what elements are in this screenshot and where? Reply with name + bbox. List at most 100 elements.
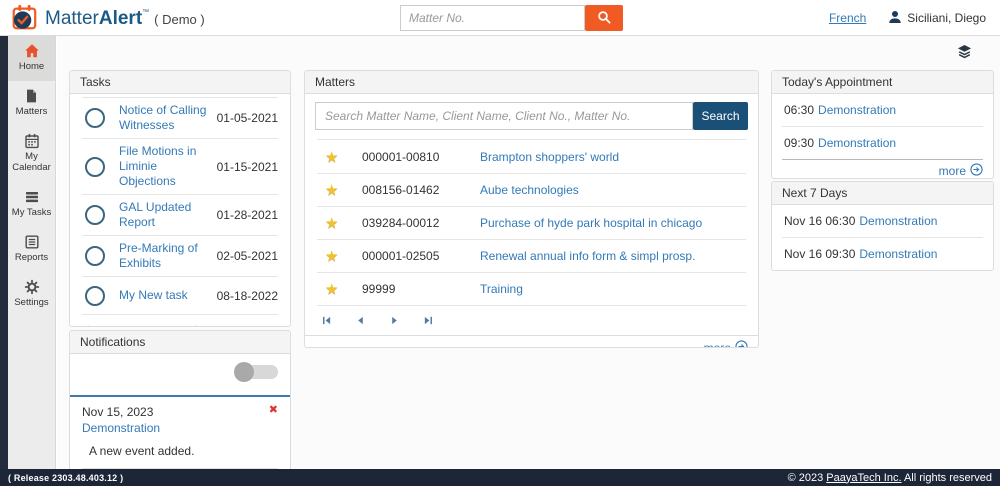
event-datetime: Nov 16 09:30 — [784, 247, 856, 261]
matteralert-logo-icon — [10, 3, 38, 35]
task-complete-checkbox[interactable] — [85, 108, 105, 128]
matters-search-input[interactable] — [315, 102, 693, 130]
matters-search-button[interactable]: Search — [693, 102, 748, 130]
task-row: Pre-Marking of Exhibits 02-05-2021 — [82, 235, 278, 276]
favorite-star-icon[interactable]: ★ — [325, 148, 339, 166]
notification-date: Nov 15, 2023 — [82, 405, 154, 419]
matter-row: ★ 008156-01462 Aube technologies — [317, 173, 746, 206]
next-page-icon[interactable] — [389, 315, 400, 326]
matter-number: 039284-00012 — [362, 216, 440, 230]
favorite-star-icon[interactable]: ★ — [325, 215, 339, 232]
todays-appointment-panel: Today's Appointment 06:30 Demonstration 0… — [771, 70, 994, 179]
sidebar-item-settings[interactable]: Settings — [8, 272, 55, 317]
sidebar-item-matters[interactable]: Matters — [8, 81, 55, 126]
first-page-icon[interactable] — [321, 315, 332, 326]
header-right-group: French Siciliani, Diego — [829, 0, 986, 36]
task-row: GAL Updated Report 01-28-2021 — [82, 194, 278, 235]
matter-number: 99999 — [362, 282, 396, 296]
task-link[interactable]: Pre-Marking of Exhibits — [119, 241, 198, 270]
sidebar-nav: Home Matters My Calendar — [8, 36, 56, 469]
sidebar-item-reports[interactable]: Reports — [8, 227, 55, 272]
footer-bar: ( Release 2303.48.403.12 ) © 2023 PaayaT… — [0, 469, 1000, 486]
appointment-link[interactable]: Demonstration — [818, 103, 897, 117]
favorite-star-icon[interactable]: ★ — [325, 182, 339, 199]
appointments-more-link[interactable]: more — [939, 163, 983, 178]
task-complete-checkbox[interactable] — [85, 285, 105, 306]
sidebar-item-my-tasks[interactable]: My Tasks — [8, 182, 55, 227]
matters-list: ★ 000001-00810 Brampton shoppers' world … — [317, 139, 746, 335]
brand-name: MatterAlert™ — [45, 8, 150, 29]
notifications-toggle-row — [70, 354, 290, 397]
favorite-star-icon[interactable]: ★ — [325, 281, 339, 298]
matters-search-group: Search — [305, 94, 758, 136]
appointment-row: 06:30 Demonstration — [782, 94, 983, 126]
matter-link[interactable]: Training — [480, 282, 523, 296]
event-link[interactable]: Demonstration — [859, 247, 938, 261]
search-icon — [597, 10, 611, 27]
matters-pagination — [317, 305, 746, 335]
event-link[interactable]: Demonstration — [859, 214, 938, 228]
matter-search-button[interactable] — [585, 5, 623, 31]
matters-more-row: more — [305, 335, 758, 347]
report-icon — [10, 234, 53, 251]
matters-more-link[interactable]: more — [704, 340, 748, 347]
task-due-date: 01-28-2021 — [216, 208, 278, 222]
matter-link[interactable]: Purchase of hyde park hospital in chicag… — [480, 216, 703, 230]
matter-no-input[interactable] — [400, 5, 585, 31]
circle-arrow-icon — [970, 163, 983, 178]
last-page-icon[interactable] — [188, 324, 199, 326]
appointment-row: 09:30 Demonstration — [782, 126, 983, 159]
notifications-toggle-switch[interactable] — [234, 362, 278, 382]
language-toggle-link[interactable]: French — [828, 11, 867, 25]
notification-link[interactable]: Demonstration — [82, 421, 161, 435]
task-complete-checkbox[interactable] — [85, 156, 105, 177]
user-icon — [888, 10, 902, 27]
sidebar-item-label: Home — [18, 61, 45, 72]
last-page-icon[interactable] — [423, 315, 434, 326]
sidebar-item-label: My Calendar — [12, 150, 51, 173]
toggle-knob — [234, 362, 254, 382]
favorite-star-icon[interactable]: ★ — [325, 248, 339, 265]
user-menu[interactable]: Siciliani, Diego — [888, 10, 986, 27]
appointments-panel-title: Today's Appointment — [772, 71, 993, 94]
sidebar-item-home[interactable]: Home — [8, 36, 55, 81]
matter-link[interactable]: Renewal annual info form & simpl prosp. — [480, 249, 696, 263]
company-link[interactable]: PaayaTech Inc. — [826, 471, 902, 484]
main-content: Tasks Notice of Calling Witnesses 01-05-… — [57, 36, 1000, 469]
sidebar-item-label: Reports — [14, 251, 49, 263]
task-due-date: 08-18-2022 — [216, 288, 278, 303]
task-link[interactable]: GAL Updated Report — [119, 200, 192, 229]
app-logo[interactable]: MatterAlert™ ( Demo ) — [10, 3, 205, 35]
notifications-panel: Notifications Nov 15, 2023 ✖ Demonstrati… — [69, 330, 291, 469]
matter-number: 008156-01462 — [362, 183, 440, 197]
task-row: Notice of Calling Witnesses 01-05-2021 — [82, 98, 278, 138]
tasks-panel-title: Tasks — [70, 71, 290, 94]
circle-arrow-icon — [735, 340, 748, 347]
tasks-panel: Tasks Notice of Calling Witnesses 01-05-… — [69, 70, 291, 327]
task-due-date: 01-15-2021 — [216, 159, 278, 174]
layers-icon[interactable] — [957, 44, 972, 62]
upcoming-event-row: Nov 16 09:30 Demonstration — [782, 237, 983, 270]
demo-label: ( Demo ) — [154, 11, 205, 27]
task-link[interactable]: Notice of Calling Witnesses — [119, 103, 207, 132]
notification-item: Nov 15, 2023 ✖ Demonstration A new event… — [82, 397, 278, 469]
matter-link[interactable]: Brampton shoppers' world — [480, 149, 620, 164]
appointment-link[interactable]: Demonstration — [818, 136, 897, 150]
header-matter-search — [400, 5, 623, 31]
gear-icon — [10, 279, 53, 296]
matter-row: ★ 039284-00012 Purchase of hyde park hos… — [317, 206, 746, 239]
matters-panel-title: Matters — [305, 71, 758, 94]
task-link[interactable]: File Motions in Liminie Objections — [119, 144, 197, 188]
next-7-days-panel: Next 7 Days Nov 16 06:30 Demonstration No… — [771, 181, 994, 271]
matter-link[interactable]: Aube technologies — [480, 183, 579, 197]
previous-page-icon[interactable] — [355, 315, 366, 326]
notification-description: A new event added. — [89, 444, 195, 458]
sidebar-item-my-calendar[interactable]: My Calendar — [8, 126, 55, 182]
first-page-icon[interactable] — [86, 324, 97, 326]
dismiss-notification-icon[interactable]: ✖ — [268, 404, 278, 416]
previous-page-icon[interactable] — [120, 324, 131, 326]
task-link[interactable]: My New task — [119, 288, 188, 302]
task-complete-checkbox[interactable] — [85, 205, 105, 225]
next-page-icon[interactable] — [154, 324, 165, 326]
task-complete-checkbox[interactable] — [85, 246, 105, 266]
